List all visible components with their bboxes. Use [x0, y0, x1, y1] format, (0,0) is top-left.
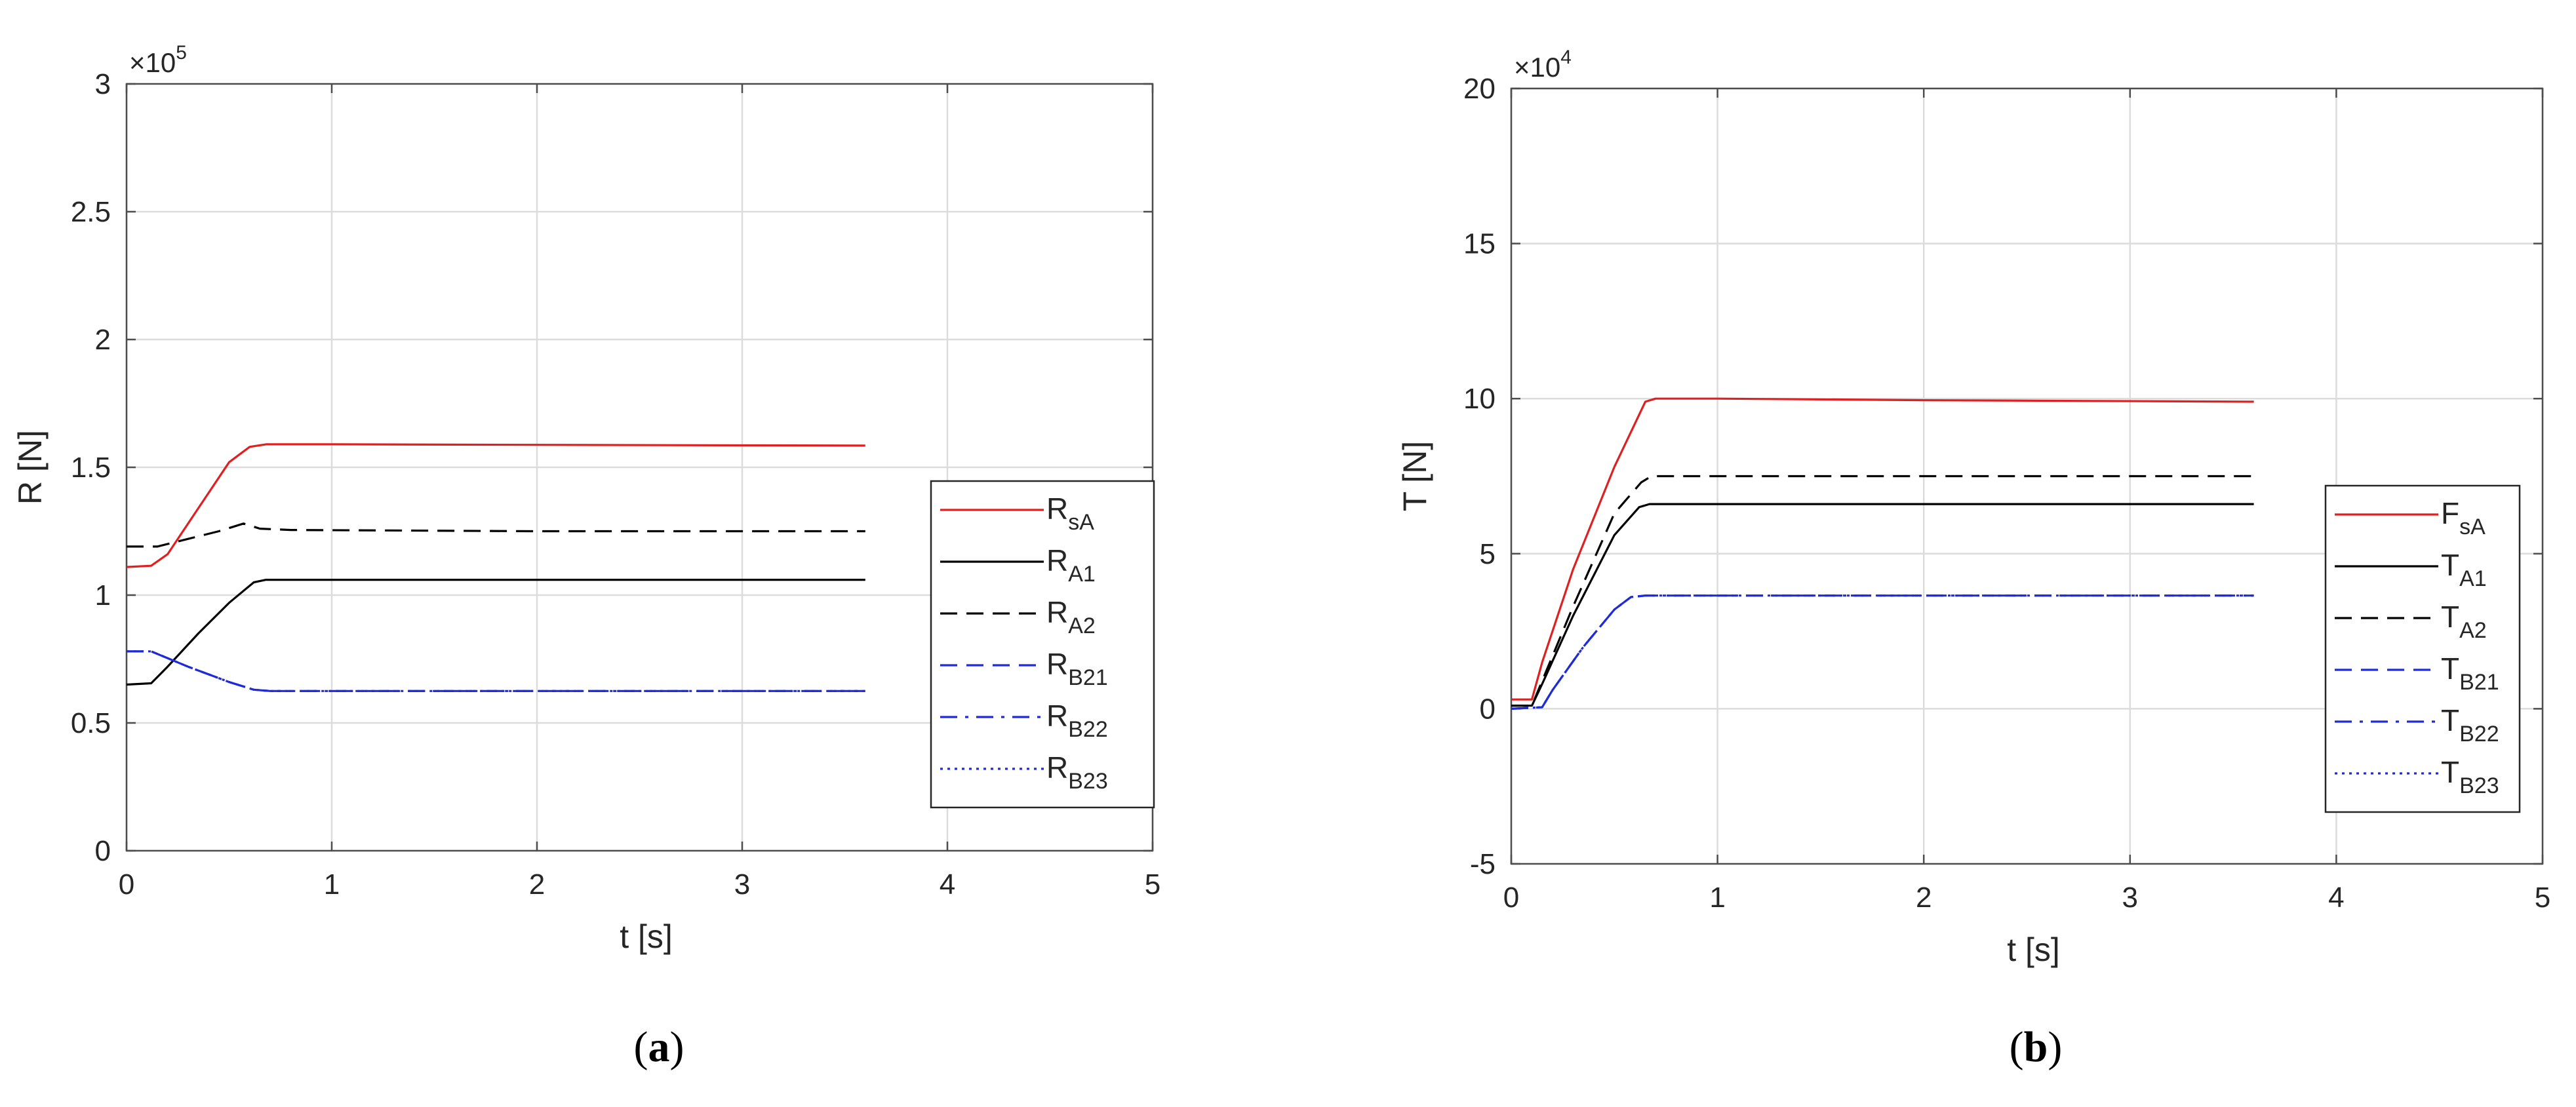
axis-exponent-power: 5: [176, 42, 187, 64]
legend-entry-name: R: [1046, 699, 1068, 733]
legend-entry-name: T: [2441, 651, 2459, 686]
series-group: [1511, 397, 2254, 710]
axis-exponent-base: ×10: [1514, 52, 1560, 83]
caption-b: (b): [2009, 1023, 2063, 1071]
legend-entry-sub: A1: [1068, 562, 1096, 587]
legend-entry: TB21: [2441, 651, 2499, 695]
y-tick-label: 1.5: [71, 452, 111, 484]
x-tick-label: 3: [734, 868, 750, 901]
legend-entry-name: F: [2441, 496, 2459, 530]
legend-entry-name: R: [1046, 492, 1068, 526]
legend-entry: RsA: [1046, 492, 1094, 535]
tick-marks: [125, 83, 1154, 852]
legend-entry-sub: B22: [1068, 717, 1108, 742]
legend-entry-sub: sA: [2459, 515, 2486, 539]
legend-entry: TA1: [2441, 548, 2487, 591]
legend-entry-name: T: [2441, 600, 2459, 634]
series-line-b23: [1511, 594, 2254, 710]
legend-entry-sub: sA: [1068, 510, 1094, 535]
y-axis-label: R [N]: [12, 430, 49, 505]
axis-exponent-base: ×10: [129, 47, 176, 78]
series-line-a2: [1511, 475, 2254, 707]
legend-entry: RB23: [1046, 750, 1108, 794]
y-tick-label: 0.5: [71, 707, 111, 739]
series-line-a2: [127, 522, 865, 548]
x-axis-label: t [s]: [2007, 931, 2060, 968]
legend-entry: TB22: [2441, 703, 2499, 747]
x-tick-label: 0: [1503, 882, 1519, 914]
axis-exponent: ×104: [1514, 47, 1572, 83]
legend-box: [930, 480, 1155, 809]
y-tick-label: 15: [1463, 228, 1496, 260]
x-tick-label: 1: [324, 868, 340, 901]
y-tick-label: 0: [95, 835, 111, 867]
tick-marks: [1510, 87, 2544, 865]
legend-entry-name: T: [2441, 755, 2459, 789]
axis-exponent-power: 4: [1560, 47, 1572, 68]
x-tick-label: 5: [1145, 868, 1160, 901]
legend-entry-name: T: [2441, 548, 2459, 582]
y-axis-label: T [N]: [1397, 441, 1433, 511]
series-line-a1: [126, 578, 865, 686]
legend-entry-sub: A1: [2459, 566, 2487, 591]
y-tick-label: 2: [95, 324, 111, 356]
legend-entry-name: R: [1046, 543, 1068, 577]
y-tick-label: 10: [1463, 383, 1496, 415]
x-tick-label: 5: [2535, 882, 2550, 914]
x-tick-label: 2: [529, 868, 545, 901]
grid: [125, 83, 1154, 852]
legend-entry: RB21: [1046, 647, 1108, 690]
legend-entry: RA1: [1046, 543, 1096, 587]
x-tick-label: 2: [1916, 882, 1932, 914]
y-tick-label: 3: [95, 68, 111, 100]
caption-a: (a): [633, 1023, 684, 1071]
series-line-sa: [1511, 397, 2254, 701]
legend-entry: FsA: [2441, 496, 2486, 539]
legend-entry: RB22: [1046, 699, 1108, 742]
legend-entry-sub: B22: [2459, 722, 2499, 747]
x-tick-label: 4: [2328, 882, 2344, 914]
axis-exponent: ×105: [129, 42, 187, 78]
legend-entry-sub: B23: [2459, 773, 2499, 798]
y-tick-label: 5: [1480, 538, 1496, 570]
legend-entry-sub: B21: [1068, 665, 1108, 690]
axes-box: [1510, 87, 2544, 865]
legend-entry-name: R: [1046, 647, 1068, 681]
legend-entry-sub: A2: [1068, 613, 1096, 638]
x-tick-label: 3: [2122, 882, 2138, 914]
x-tick-label: 1: [1709, 882, 1725, 914]
y-tick-label: -5: [1470, 848, 1496, 880]
legend-entry-name: T: [2441, 703, 2459, 737]
y-tick-label: 2.5: [71, 196, 111, 228]
legend-box: [2324, 484, 2521, 813]
x-axis-label: t [s]: [620, 918, 673, 955]
y-tick-label: 1: [95, 579, 111, 612]
series-line-sa: [126, 443, 865, 568]
legend-entry-sub: A2: [2459, 618, 2487, 643]
legend-entry: RA2: [1046, 595, 1096, 638]
legend-entry: TB23: [2441, 755, 2499, 798]
legend-entry-sub: B23: [1068, 769, 1108, 794]
series-group: [126, 443, 865, 692]
series-line-b23: [127, 650, 865, 692]
legend-entry-name: R: [1046, 595, 1068, 629]
legend-entry-name: R: [1046, 750, 1068, 785]
y-tick-label: 20: [1463, 73, 1496, 105]
legend-entry: TA2: [2441, 600, 2487, 643]
legend-entry-sub: B21: [2459, 670, 2499, 695]
x-tick-label: 0: [119, 868, 134, 901]
x-tick-label: 4: [940, 868, 955, 901]
y-tick-label: 0: [1480, 693, 1496, 725]
